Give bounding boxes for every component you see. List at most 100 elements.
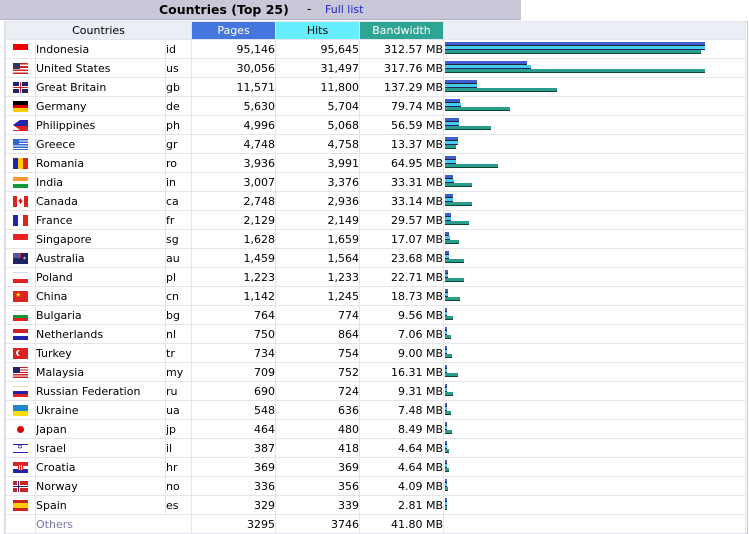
bar-cell (443, 134, 746, 154)
bar-cell (443, 210, 746, 230)
indonesia-flag-icon (13, 44, 28, 55)
hits-bar (445, 407, 447, 411)
country-code: bg (165, 305, 192, 325)
pages-bar (445, 42, 705, 46)
pages-value: 1,223 (191, 267, 276, 287)
bandwidth-bar (445, 259, 464, 263)
others-bar-cell (443, 514, 746, 534)
table-row: Ukraine ua 548 636 7.48 MB (5, 400, 746, 420)
bandwidth-value: 13.37 MB (359, 134, 444, 154)
pages-value: 5,630 (191, 96, 276, 116)
flag-cell (5, 115, 36, 135)
flag-cell (5, 400, 36, 420)
hits-value: 3,376 (275, 172, 360, 192)
country-code: ru (165, 381, 192, 401)
country-name: United States (35, 58, 166, 78)
bandwidth-bar (445, 202, 472, 206)
country-code: in (165, 172, 192, 192)
country-code: es (165, 495, 192, 515)
others-flag-cell (5, 514, 36, 534)
bandwidth-value: 16.31 MB (359, 362, 444, 382)
pages-value: 709 (191, 362, 276, 382)
flag-cell (5, 457, 36, 477)
country-name: Ukraine (35, 400, 166, 420)
flag-cell (5, 96, 36, 116)
pages-bar (445, 460, 447, 464)
hits-bar (445, 464, 447, 468)
country-code: ro (165, 153, 192, 173)
hits-value: 752 (275, 362, 360, 382)
table-row: * Australia au 1,459 1,564 23.68 MB (5, 248, 746, 268)
table-row: Greece gr 4,748 4,758 13.37 MB (5, 134, 746, 154)
flag-cell (5, 210, 36, 230)
bar-cell (443, 58, 746, 78)
hits-bar (445, 141, 458, 145)
bar-cell (443, 286, 746, 306)
pages-bar (445, 346, 447, 350)
table-row: ♦ Canada ca 2,748 2,936 33.14 MB (5, 191, 746, 211)
hits-bar (445, 46, 705, 50)
others-bandwidth: 41.80 MB (359, 514, 444, 534)
bandwidth-bar (445, 449, 449, 453)
bandwidth-bar (445, 50, 701, 54)
flag-cell (5, 343, 36, 363)
country-code: il (165, 438, 192, 458)
bar-cell (443, 39, 746, 59)
others-label: Others (35, 514, 192, 534)
bandwidth-value: 7.06 MB (359, 324, 444, 344)
hits-value: 31,497 (275, 58, 360, 78)
country-name: Russian Federation (35, 381, 166, 401)
country-code: ph (165, 115, 192, 135)
hits-bar (445, 293, 448, 297)
bar-cell (443, 305, 746, 325)
bandwidth-value: 64.95 MB (359, 153, 444, 173)
pages-value: 4,748 (191, 134, 276, 154)
hits-value: 1,659 (275, 229, 360, 249)
table-row: France fr 2,129 2,149 29.57 MB (5, 210, 746, 230)
country-code: my (165, 362, 192, 382)
bandwidth-value: 18.73 MB (359, 286, 444, 306)
pages-bar (445, 80, 477, 84)
bandwidth-value: 4.64 MB (359, 438, 444, 458)
hits-value: 2,936 (275, 191, 360, 211)
pages-value: 329 (191, 495, 276, 515)
country-name: Turkey (35, 343, 166, 363)
bar-cell (443, 191, 746, 211)
singapore-flag-icon (13, 234, 28, 245)
bandwidth-bar (445, 354, 452, 358)
pages-bar (445, 99, 460, 103)
hits-value: 11,800 (275, 77, 360, 97)
pages-value: 690 (191, 381, 276, 401)
pages-value: 750 (191, 324, 276, 344)
bandwidth-bar (445, 240, 459, 244)
ukraine-flag-icon (13, 405, 28, 416)
pages-value: 464 (191, 419, 276, 439)
bandwidth-value: 7.48 MB (359, 400, 444, 420)
pages-value: 1,459 (191, 248, 276, 268)
bar-cell (443, 172, 746, 192)
flag-cell (5, 267, 36, 287)
table-row: United States us 30,056 31,497 317.76 MB (5, 58, 746, 78)
country-code: nl (165, 324, 192, 344)
country-name: India (35, 172, 166, 192)
bar-cell (443, 267, 746, 287)
bar-cell (443, 229, 746, 249)
bandwidth-value: 312.57 MB (359, 39, 444, 59)
hits-value: 754 (275, 343, 360, 363)
hits-bar (445, 274, 448, 278)
bulgaria-flag-icon (13, 310, 28, 321)
bar-cell (443, 77, 746, 97)
pages-bar (445, 194, 453, 198)
pages-bar (445, 213, 451, 217)
bandwidth-value: 2.81 MB (359, 495, 444, 515)
pages-bar (445, 327, 447, 331)
bandwidth-bar (445, 411, 451, 415)
full-list-link[interactable]: Full list (325, 3, 364, 16)
pages-bar (445, 118, 459, 122)
others-row: Others 3295 3746 41.80 MB (5, 514, 746, 534)
flag-cell (5, 172, 36, 192)
france-flag-icon (13, 215, 28, 226)
flag-cell (5, 134, 36, 154)
spain-flag-icon (13, 500, 28, 511)
bar-cell (443, 343, 746, 363)
